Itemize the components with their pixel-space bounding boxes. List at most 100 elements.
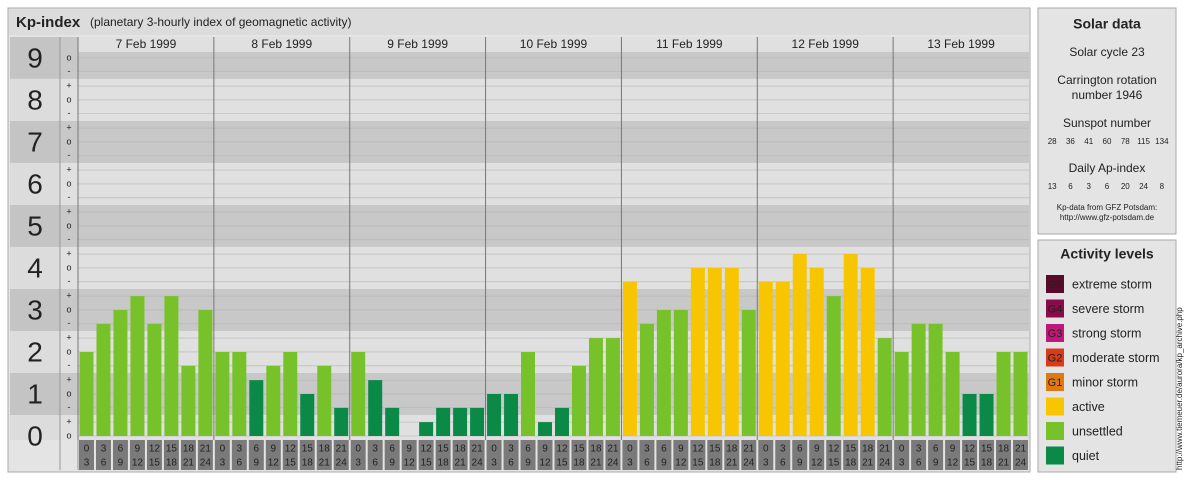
level-label: active	[1072, 400, 1105, 414]
hour-label: 21	[879, 444, 891, 455]
hour-label: 21	[607, 444, 619, 455]
hour-label: 24	[1015, 458, 1027, 469]
hour-label: 0	[84, 444, 90, 455]
hour-label: 18	[590, 444, 602, 455]
minor-tick-label: +	[66, 290, 71, 300]
hour-label: 9	[389, 458, 395, 469]
hour-box	[826, 440, 842, 470]
credit: http://www.tiemeuer.de/aurora/kp_archive…	[1175, 307, 1184, 470]
hour-box	[979, 440, 995, 470]
hour-label: 6	[661, 444, 667, 455]
hour-label: 3	[101, 444, 107, 455]
band	[10, 414, 60, 440]
level-label: extreme storm	[1072, 277, 1152, 291]
bar	[877, 338, 892, 436]
hour-box	[537, 440, 553, 470]
y-tick-label: 8	[27, 84, 43, 115]
bar	[945, 351, 960, 436]
hour-label: 24	[607, 458, 619, 469]
y-tick-label: 4	[27, 252, 43, 283]
ap-value: 20	[1121, 182, 1130, 191]
hour-box	[877, 440, 893, 470]
bar	[283, 351, 298, 436]
title-bar	[9, 9, 1029, 35]
bar	[724, 267, 739, 436]
band	[10, 246, 60, 289]
source: http://www.gfz-potsdam.de	[1060, 213, 1155, 222]
hour-box	[486, 440, 502, 470]
sunspot-value: 28	[1048, 137, 1057, 146]
hour-label: 24	[472, 458, 484, 469]
y-tick-label: 1	[27, 378, 43, 409]
hour-label: 3	[916, 444, 922, 455]
hour-label: 6	[780, 458, 786, 469]
sunspot-value: 115	[1137, 137, 1150, 146]
hour-label: 21	[726, 458, 738, 469]
minor-tick-label: +	[66, 164, 71, 174]
bar	[741, 309, 756, 436]
hour-box	[962, 440, 978, 470]
hour-box	[112, 440, 128, 470]
minor-tick-label: +	[66, 80, 71, 90]
sunspot-label: Sunspot number	[1063, 116, 1151, 130]
level-badge: G4	[1048, 303, 1063, 315]
hour-box	[775, 440, 791, 470]
band	[10, 78, 60, 121]
bar	[843, 254, 858, 436]
hour-label: 12	[692, 444, 704, 455]
hour-label: 9	[661, 458, 667, 469]
y-tick-label: 5	[27, 210, 43, 241]
hour-label: 18	[998, 444, 1010, 455]
bar	[996, 351, 1011, 436]
hour-box	[690, 440, 706, 470]
hour-box	[860, 440, 876, 470]
hour-label: 6	[644, 458, 650, 469]
hour-box	[384, 440, 400, 470]
hour-label: 12	[404, 458, 416, 469]
bar	[385, 407, 400, 436]
hour-label: 6	[237, 458, 243, 469]
hour-label: 21	[319, 458, 331, 469]
hour-label: 15	[302, 444, 314, 455]
hour-box	[673, 440, 689, 470]
level-swatch	[1046, 422, 1064, 440]
hour-label: 12	[149, 444, 161, 455]
level-label: unsettled	[1072, 424, 1123, 438]
hour-box	[180, 440, 196, 470]
hour-box	[418, 440, 434, 470]
bar	[249, 380, 264, 436]
y-tick-label: 9	[27, 42, 43, 73]
day-row	[78, 37, 1029, 52]
hour-box	[656, 440, 672, 470]
hour-label: 9	[118, 458, 124, 469]
y-tick-label: 0	[27, 420, 43, 451]
bar	[792, 254, 807, 436]
hour-label: 3	[237, 444, 243, 455]
hour-label: 6	[797, 444, 803, 455]
hour-label: 21	[336, 444, 348, 455]
hour-label: 3	[899, 458, 905, 469]
solar-title: Solar data	[1073, 16, 1141, 32]
hour-box	[724, 440, 740, 470]
bar	[181, 365, 196, 436]
bar	[809, 267, 824, 436]
hour-label: 18	[455, 444, 467, 455]
hour-label: 0	[355, 444, 361, 455]
y-tick-label: 2	[27, 336, 43, 367]
minor-tick-label: o	[66, 136, 71, 146]
hour-label: 18	[726, 444, 738, 455]
level-swatch	[1046, 348, 1064, 367]
hour-box	[435, 440, 451, 470]
bar	[300, 393, 315, 436]
minor-tick-label: +	[66, 417, 71, 427]
hour-box	[452, 440, 468, 470]
bar	[470, 407, 485, 436]
hour-label: 0	[899, 444, 905, 455]
minor-tick-label: o	[66, 388, 71, 398]
bar	[504, 393, 519, 436]
hour-label: 21	[183, 458, 195, 469]
hour-label: 21	[472, 444, 484, 455]
hour-label: 18	[302, 458, 314, 469]
hour-label: 24	[200, 458, 212, 469]
